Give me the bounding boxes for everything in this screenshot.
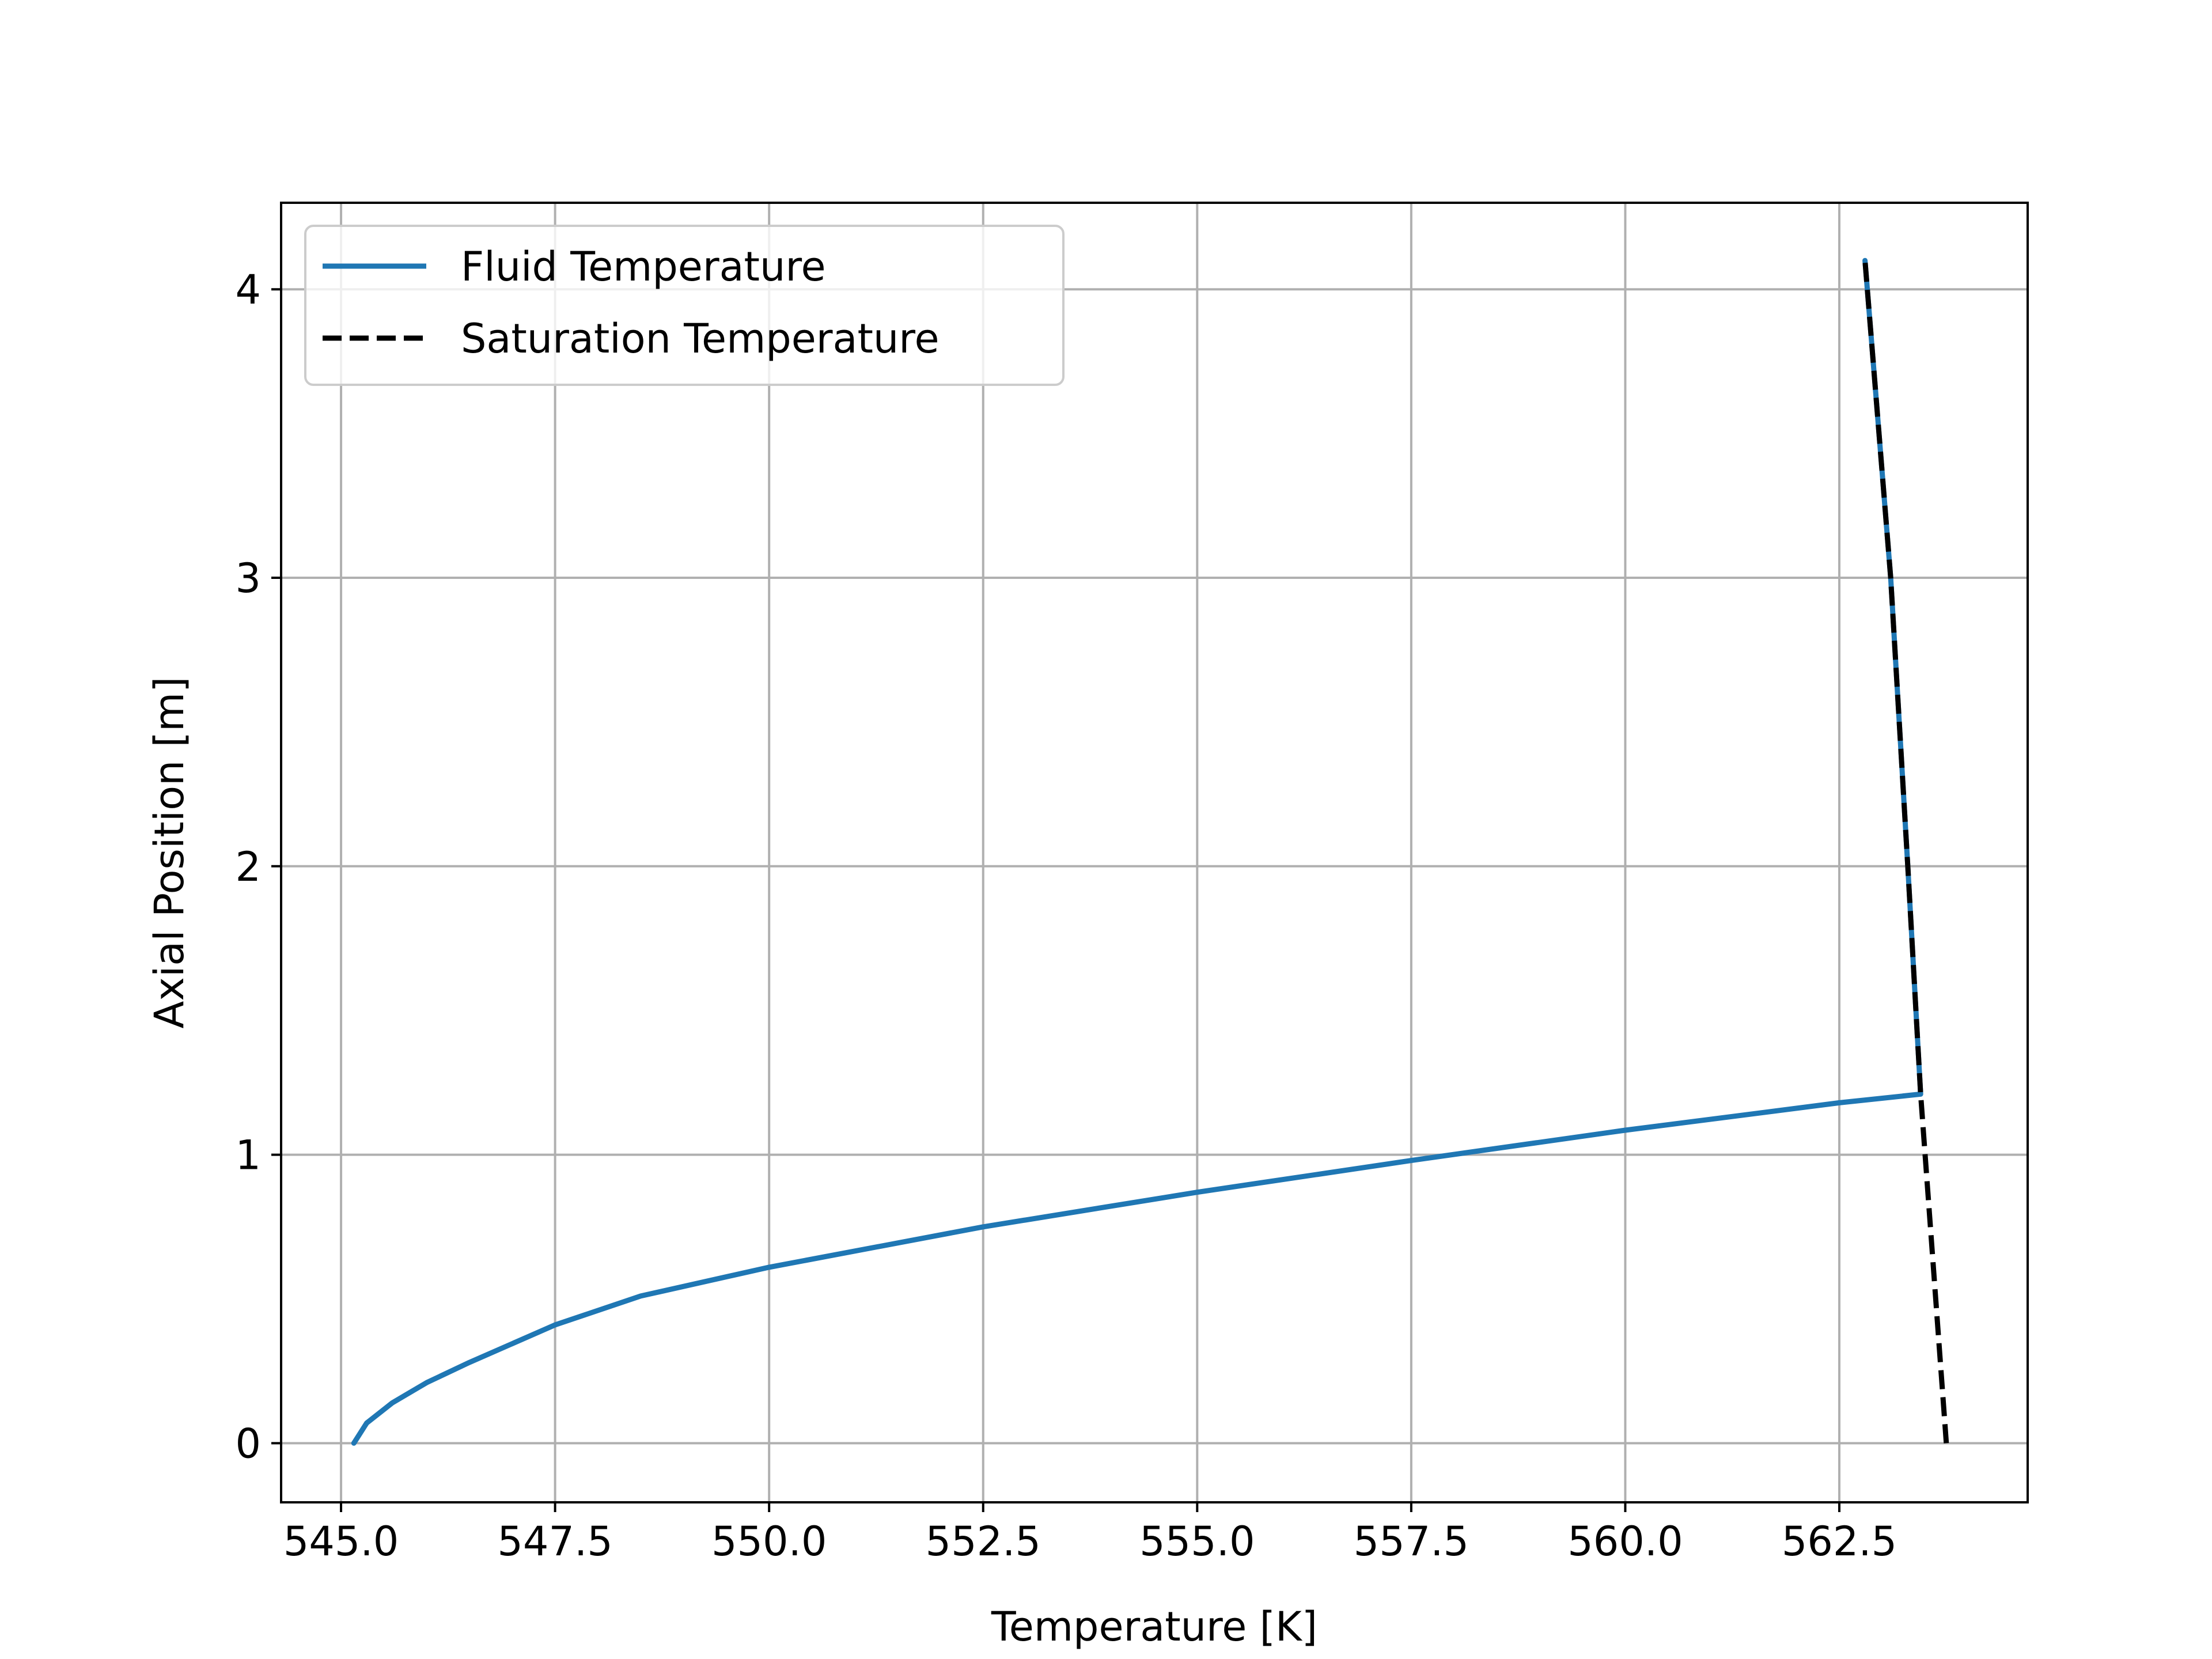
y-tick-label: 3 [235, 555, 261, 602]
y-tick-label: 1 [235, 1132, 261, 1179]
x-tick-label: 562.5 [1782, 1518, 1897, 1565]
x-tick-label: 552.5 [926, 1518, 1041, 1565]
legend-label-saturation: Saturation Temperature [461, 315, 940, 362]
axis-ticks: 545.0 547.5 550.0 552.5 555.0 557.5 560.0 562.5… [235, 266, 1897, 1565]
x-tick-label: 557.5 [1354, 1518, 1469, 1565]
x-tick-label: 560.0 [1567, 1518, 1683, 1565]
legend-label-fluid: Fluid Temperature [461, 243, 826, 290]
series-line-saturation-temperature [1862, 260, 1949, 1444]
legend: Fluid Temperature Saturation Temperature [304, 225, 1065, 386]
x-tick-label: 555.0 [1139, 1518, 1255, 1565]
y-axis-label: Axial Position [m] [146, 677, 193, 1029]
grid [281, 203, 2028, 1502]
x-axis-label: Temperature [K] [991, 1603, 1317, 1650]
x-tick-label: 547.5 [497, 1518, 612, 1565]
x-tick-label: 545.0 [283, 1518, 399, 1565]
x-tick-label: 550.0 [711, 1518, 827, 1565]
axes-frame [280, 202, 2029, 1503]
y-tick-label: 2 [235, 843, 261, 891]
y-tick-label: 0 [235, 1420, 261, 1467]
legend-frame [304, 225, 1065, 386]
y-tick-label: 4 [235, 266, 261, 313]
series-line-fluid-temperature [351, 257, 1923, 1446]
plot-area [351, 257, 1949, 1446]
